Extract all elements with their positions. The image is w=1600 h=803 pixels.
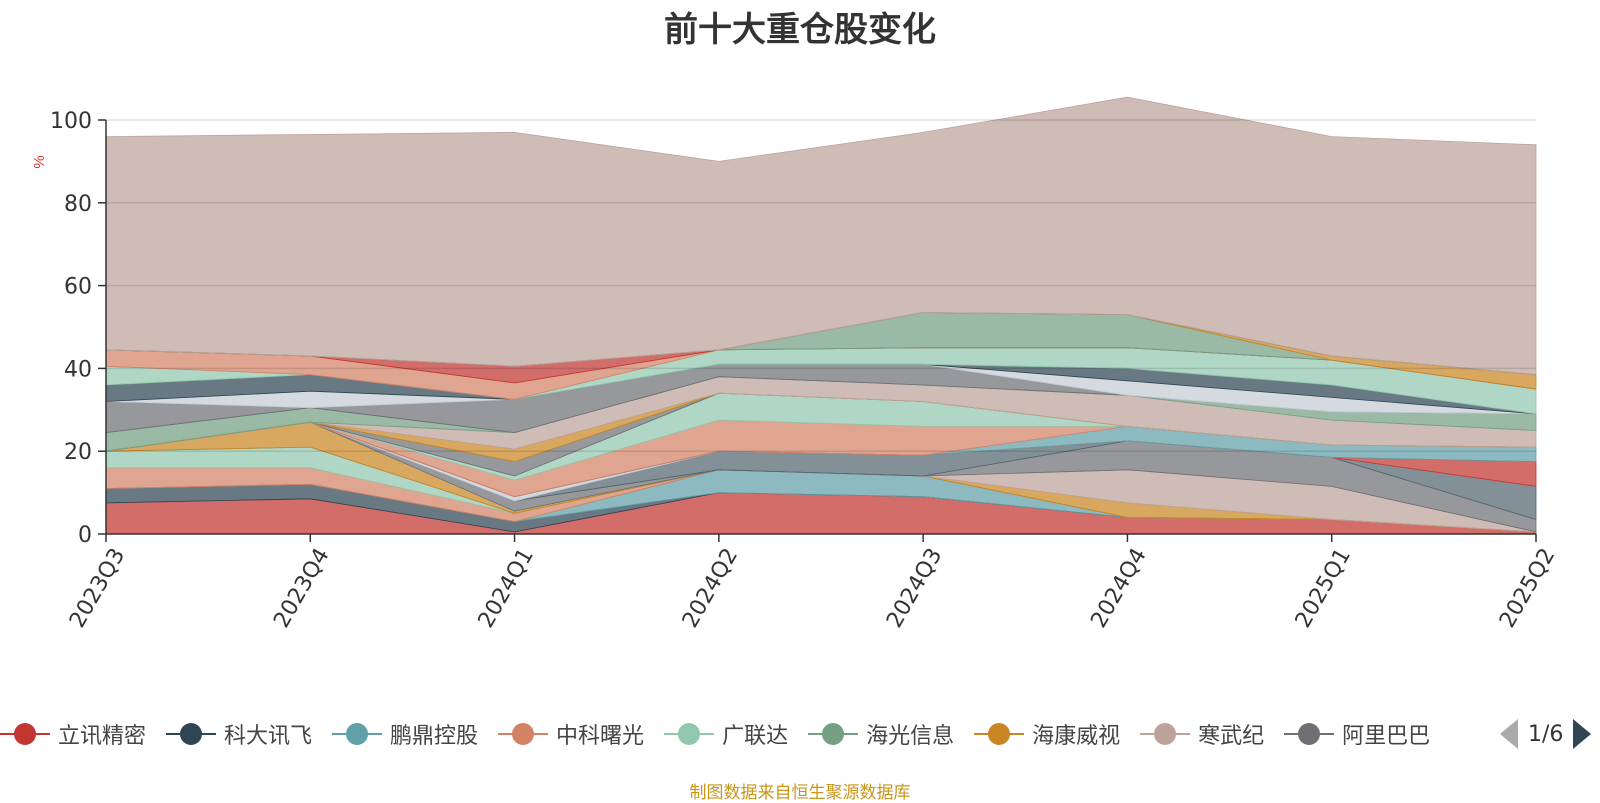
legend-prev-page-icon[interactable] <box>1500 719 1518 749</box>
legend-item-7[interactable]: 海康威视 <box>974 716 1120 752</box>
legend-marker-icon <box>1140 716 1191 752</box>
legend-label: 鹏鼎控股 <box>390 724 479 749</box>
legend-label: 海光信息 <box>866 724 955 749</box>
legend-item-3[interactable]: 鹏鼎控股 <box>332 716 478 752</box>
legend-marker-icon <box>0 716 50 752</box>
legend-label: 中科曙光 <box>556 724 645 749</box>
y-axis-unit-label: % <box>31 155 48 168</box>
legend-next-page-icon[interactable] <box>1573 719 1592 749</box>
legend-marker-icon <box>974 716 1025 752</box>
area-chart: 0 20 40 60 80 100 2023Q3 2023Q4 2024Q1 2024Q2 2024… <box>31 96 1560 632</box>
legend-item-1[interactable]: 立讯精密 <box>0 716 146 752</box>
legend-item-2[interactable]: 科大讯飞 <box>166 716 312 752</box>
x-tick-label: 2025Q2 <box>1495 544 1560 632</box>
legend-item-8[interactable]: 寒武纪 <box>1140 716 1264 752</box>
x-tick-label: 2025Q1 <box>1291 544 1356 632</box>
x-tick-label: 2024Q2 <box>678 544 743 632</box>
legend-label: 立讯精密 <box>58 724 147 749</box>
x-tick-label: 2023Q3 <box>65 544 130 632</box>
chart-title: 前十大重仓股变化 <box>664 10 936 50</box>
legend-label: 阿里巴巴 <box>1342 724 1431 749</box>
y-tick-label: 40 <box>64 357 92 382</box>
y-tick-label: 0 <box>78 523 92 548</box>
legend-marker-icon <box>498 716 549 752</box>
legend-label: 寒武纪 <box>1198 724 1265 749</box>
y-tick-label: 20 <box>64 440 92 465</box>
legend-label: 科大讯飞 <box>224 724 313 749</box>
legend-marker-icon <box>166 716 217 752</box>
legend-label: 广联达 <box>722 724 789 749</box>
x-tick-label: 2024Q4 <box>1086 544 1151 632</box>
legend-item-4[interactable]: 中科曙光 <box>498 716 644 752</box>
x-tick-label: 2024Q1 <box>474 544 539 632</box>
y-tick-label: 100 <box>50 109 92 134</box>
legend-label: 海康威视 <box>1032 724 1121 749</box>
x-tick-label: 2023Q4 <box>269 544 334 632</box>
y-tick-label: 80 <box>64 192 92 217</box>
legend-item-5[interactable]: 广联达 <box>664 716 788 752</box>
plot-areas <box>105 96 1537 535</box>
grid-lines <box>106 119 1536 452</box>
area-series-29 <box>105 96 1537 376</box>
legend-marker-icon <box>664 716 715 752</box>
legend-page-indicator: 1/6 <box>1528 721 1564 747</box>
legend-marker-icon <box>808 716 859 752</box>
legend-marker-icon <box>1284 716 1335 752</box>
legend: 立讯精密 科大讯飞 鹏鼎控股 中科曙光 广联达 海光信息 海康威视 寒武纪 阿里巴巴 1/6 <box>0 716 1600 756</box>
y-tick-label: 60 <box>64 275 92 300</box>
legend-item-6[interactable]: 海光信息 <box>808 716 954 752</box>
source-note: 制图数据来自恒生聚源数据库 <box>689 783 911 803</box>
legend-items: 立讯精密 科大讯飞 鹏鼎控股 中科曙光 广联达 海光信息 海康威视 寒武纪 阿里巴巴 <box>0 716 1480 756</box>
legend-marker-icon <box>332 716 383 752</box>
x-tick-label: 2024Q3 <box>882 544 947 632</box>
legend-item-9[interactable]: 阿里巴巴 <box>1284 716 1430 752</box>
legend-pager: 1/6 <box>1500 716 1600 752</box>
